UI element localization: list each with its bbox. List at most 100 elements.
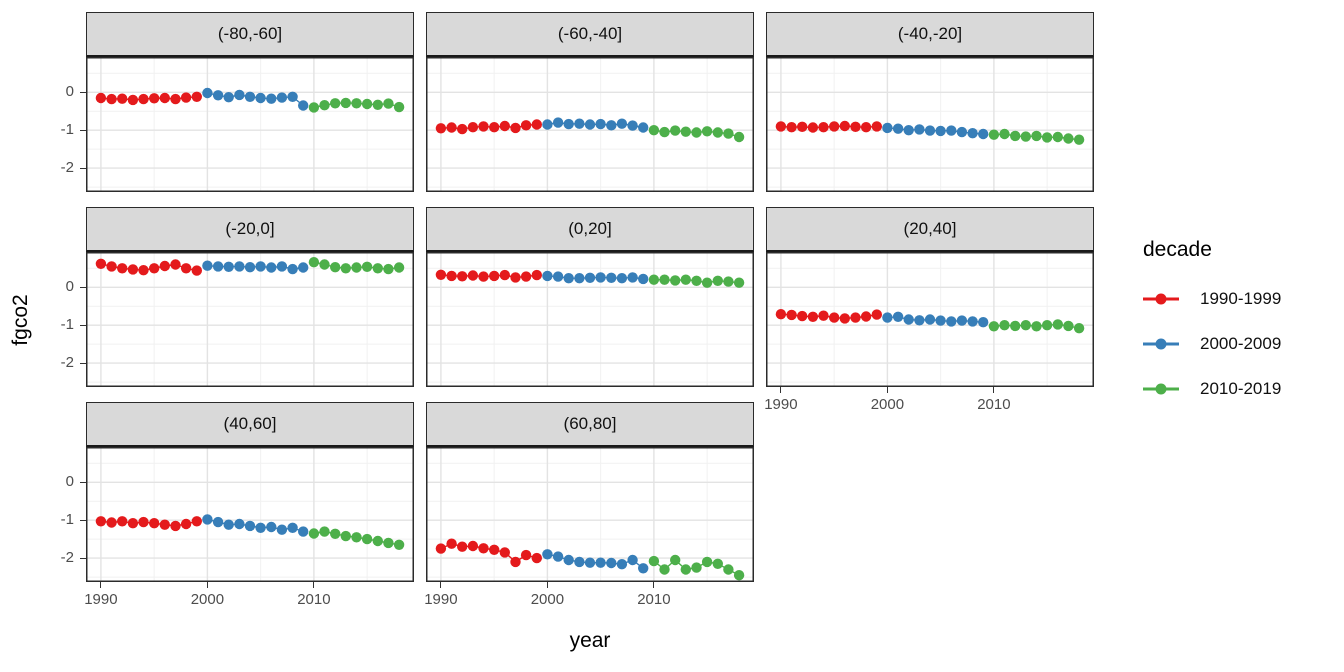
data-point xyxy=(691,275,702,286)
data-point xyxy=(520,271,532,282)
data-point xyxy=(807,122,819,133)
x-axis-tick xyxy=(100,582,102,588)
data-point xyxy=(531,269,542,281)
data-point xyxy=(489,122,500,133)
data-point xyxy=(351,532,362,543)
x-tick-label: 1990 xyxy=(84,591,118,608)
data-point xyxy=(287,91,298,102)
facet-strip: (0,20] xyxy=(426,207,754,252)
data-point xyxy=(914,124,925,135)
facet-panel xyxy=(766,57,1094,192)
data-point xyxy=(563,118,574,130)
data-point xyxy=(467,540,479,552)
data-point xyxy=(467,270,479,281)
facet-panel xyxy=(86,252,414,387)
data-point xyxy=(860,311,872,322)
data-point xyxy=(999,320,1010,331)
data-point xyxy=(234,518,245,530)
data-point xyxy=(340,263,351,274)
data-point xyxy=(552,117,564,128)
legend-entry-label: 2000-2009 xyxy=(1200,334,1282,353)
data-point xyxy=(202,514,213,525)
facet-panel xyxy=(426,447,754,582)
y-tick-label: 0 xyxy=(65,473,74,491)
facet-strip: (-80,-60] xyxy=(86,12,414,57)
data-point xyxy=(159,92,170,104)
data-point xyxy=(106,261,117,272)
data-point xyxy=(670,125,681,136)
data-point xyxy=(276,261,288,272)
data-point xyxy=(733,131,745,143)
series-line xyxy=(100,263,197,272)
facet-strip-label: (20,40] xyxy=(903,219,957,238)
data-point xyxy=(202,260,213,271)
data-point xyxy=(924,125,936,136)
series-line xyxy=(207,92,304,107)
facet-strip-label: (-60,-40] xyxy=(557,24,623,43)
data-point xyxy=(361,261,373,272)
panel-border xyxy=(766,252,1094,387)
facet-plot-area xyxy=(766,57,1094,192)
x-tick-label: 2010 xyxy=(977,396,1011,413)
data-point xyxy=(446,122,457,133)
data-point xyxy=(191,91,202,102)
series-line xyxy=(547,121,644,129)
data-point xyxy=(638,563,649,574)
data-point xyxy=(701,126,713,137)
y-axis-tick xyxy=(80,167,86,169)
data-point xyxy=(595,272,606,283)
data-point xyxy=(383,98,394,109)
data-point xyxy=(170,93,181,105)
facet-strip-label: (0,20] xyxy=(568,219,612,238)
data-point xyxy=(127,94,139,106)
x-tick-label: 2000 xyxy=(870,396,905,413)
data-point xyxy=(924,314,936,325)
data-point xyxy=(255,261,266,272)
data-point xyxy=(638,273,649,285)
data-point xyxy=(606,557,617,569)
data-point xyxy=(1041,132,1053,143)
data-point xyxy=(797,121,808,132)
facet-plot-area xyxy=(86,57,414,192)
data-point xyxy=(691,562,702,573)
data-point xyxy=(680,126,691,137)
data-point xyxy=(1052,131,1063,143)
data-point xyxy=(839,313,850,324)
series-line xyxy=(440,542,537,563)
data-point xyxy=(914,315,925,326)
data-point xyxy=(372,535,383,547)
y-tick-label: -1 xyxy=(60,316,74,334)
data-point xyxy=(340,530,351,542)
data-point xyxy=(520,549,532,561)
x-axis-tick xyxy=(313,582,315,588)
data-point xyxy=(1010,320,1021,332)
y-tick-label: -1 xyxy=(60,121,74,139)
data-point xyxy=(457,123,468,135)
series-line xyxy=(207,518,304,533)
data-point xyxy=(659,274,670,285)
data-point xyxy=(510,556,521,568)
data-point xyxy=(393,262,405,273)
legend-entry-label: 1990-1999 xyxy=(1200,289,1282,308)
data-point xyxy=(308,102,320,113)
data-point xyxy=(723,564,734,575)
data-point xyxy=(223,92,234,103)
data-point xyxy=(1052,319,1063,330)
data-point xyxy=(956,126,968,138)
data-point xyxy=(149,93,160,104)
data-point xyxy=(170,259,181,270)
x-tick-label: 2010 xyxy=(297,591,331,608)
data-point xyxy=(106,517,117,528)
y-axis-tick xyxy=(80,129,86,131)
data-point xyxy=(319,259,330,270)
data-point xyxy=(1063,133,1074,144)
data-point xyxy=(117,93,128,104)
y-axis-tick xyxy=(80,324,86,326)
data-point xyxy=(510,272,521,283)
data-point xyxy=(435,543,447,554)
facet-strip: (40,60] xyxy=(86,402,414,447)
data-point xyxy=(330,98,341,109)
data-point xyxy=(276,524,288,535)
data-point xyxy=(393,101,405,113)
data-point xyxy=(946,125,957,136)
